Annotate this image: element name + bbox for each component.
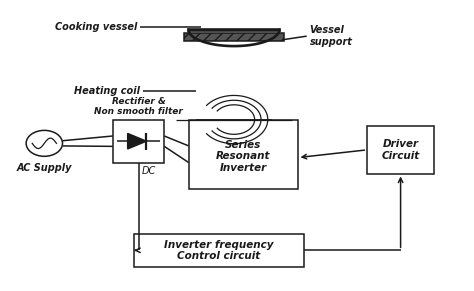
Text: Cooking vessel: Cooking vessel: [55, 22, 137, 32]
Bar: [113, 120, 164, 163]
Bar: [189, 120, 298, 189]
Bar: [134, 234, 304, 267]
Text: Driver
Circuit: Driver Circuit: [382, 139, 419, 161]
Bar: [367, 126, 434, 174]
Text: Inverter frequency
Control circuit: Inverter frequency Control circuit: [164, 239, 273, 261]
Polygon shape: [128, 133, 146, 149]
Text: DC: DC: [142, 166, 156, 176]
Text: Series
Resonant
Inverter: Series Resonant Inverter: [216, 140, 270, 173]
Circle shape: [26, 130, 63, 156]
Text: Vessel
support: Vessel support: [310, 25, 353, 47]
Bar: [184, 33, 283, 41]
Text: AC Supply: AC Supply: [17, 163, 72, 173]
Text: Heating coil: Heating coil: [74, 86, 140, 96]
Text: Rectifier &
Non smooth filter: Rectifier & Non smooth filter: [94, 97, 183, 116]
